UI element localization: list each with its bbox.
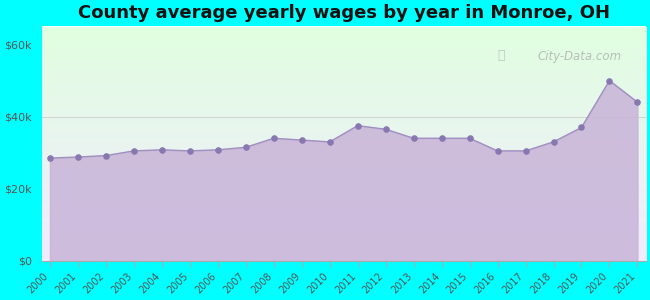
Text: ⓘ: ⓘ bbox=[498, 49, 505, 62]
Point bbox=[464, 136, 474, 141]
Point bbox=[73, 154, 83, 159]
Point bbox=[436, 136, 447, 141]
Point bbox=[380, 127, 391, 132]
Point bbox=[45, 156, 55, 161]
Point bbox=[268, 136, 279, 141]
Point bbox=[240, 145, 251, 150]
Point bbox=[213, 147, 223, 152]
Point bbox=[604, 78, 615, 83]
Point bbox=[324, 140, 335, 144]
Point bbox=[492, 148, 502, 153]
Point bbox=[101, 153, 111, 158]
Point bbox=[577, 125, 587, 130]
Point bbox=[185, 148, 195, 153]
Point bbox=[521, 148, 531, 153]
Point bbox=[549, 140, 559, 144]
Point bbox=[632, 100, 643, 105]
Point bbox=[296, 138, 307, 142]
Point bbox=[129, 148, 139, 153]
Point bbox=[408, 136, 419, 141]
Title: County average yearly wages by year in Monroe, OH: County average yearly wages by year in M… bbox=[77, 4, 610, 22]
Text: City-Data.com: City-Data.com bbox=[538, 50, 621, 63]
Point bbox=[157, 147, 167, 152]
Point bbox=[352, 123, 363, 128]
